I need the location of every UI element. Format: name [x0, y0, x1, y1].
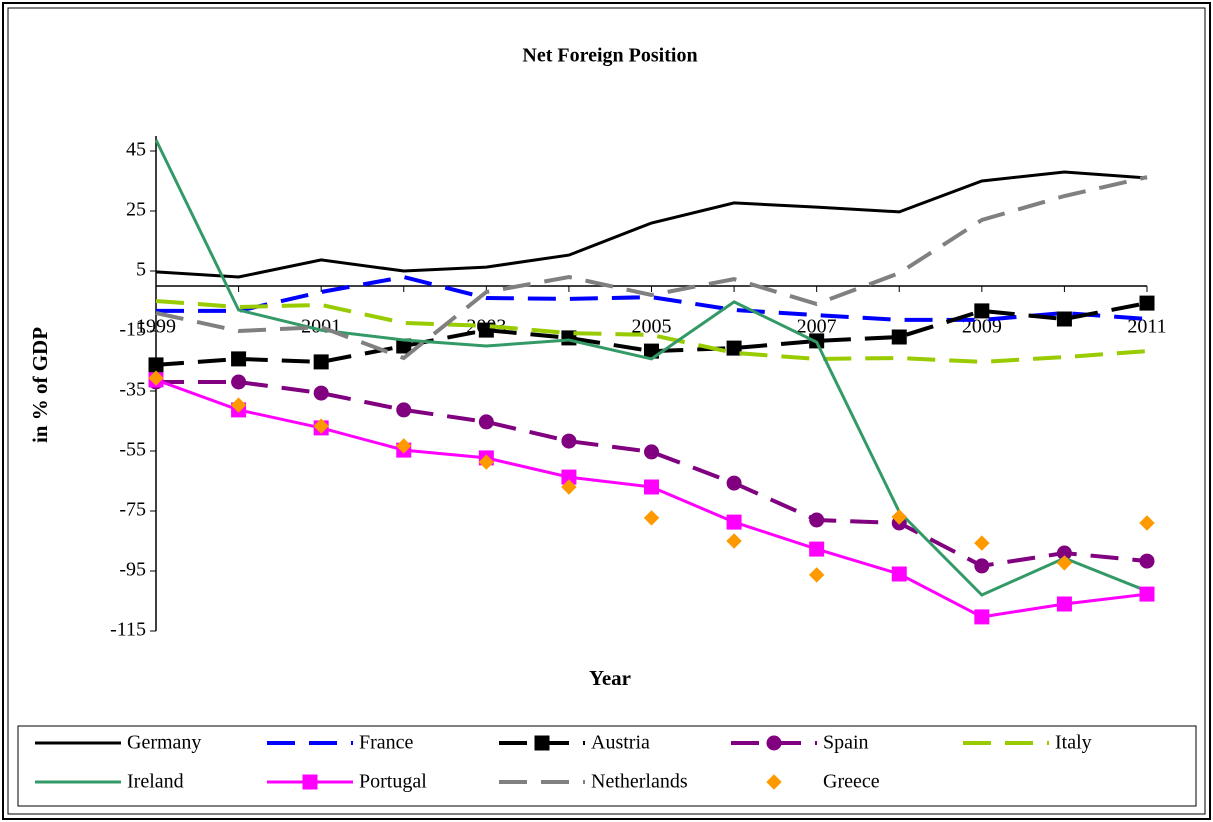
series-marker — [891, 329, 907, 345]
series-marker — [313, 418, 329, 434]
series-marker — [974, 303, 990, 319]
series-marker — [974, 609, 990, 625]
legend-box — [17, 725, 1197, 807]
series-marker — [396, 438, 412, 454]
legend-marker — [534, 735, 550, 751]
series-marker — [313, 354, 329, 370]
legend-label: Spain — [823, 732, 869, 754]
y-tick-label: 5 — [136, 259, 146, 281]
series-marker — [726, 340, 742, 356]
legend-marker — [302, 774, 318, 790]
y-axis-title: in % of GDP — [28, 327, 52, 443]
series-line — [155, 175, 1148, 361]
legend-label: Germany — [127, 732, 201, 754]
x-tick-label: 2005 — [632, 316, 672, 338]
y-tick-label: -75 — [119, 499, 146, 521]
series-marker — [809, 512, 825, 528]
x-axis-title: Year — [589, 666, 631, 690]
x-tick-label: 2007 — [797, 316, 837, 338]
series-marker — [313, 385, 329, 401]
series-marker — [478, 414, 494, 430]
legend-marker — [766, 735, 782, 751]
series-marker — [148, 357, 164, 373]
y-tick-label: 25 — [126, 199, 146, 221]
chart-title: Net Foreign Position — [522, 45, 697, 67]
series-marker — [231, 351, 247, 367]
legend-marker — [766, 774, 782, 790]
series-marker — [1139, 515, 1155, 531]
legend-label: Ireland — [127, 771, 184, 793]
series-marker — [1056, 555, 1073, 571]
series-marker — [726, 514, 742, 530]
series-marker — [230, 397, 247, 413]
series-line — [155, 170, 1148, 279]
y-tick-label: -115 — [110, 619, 146, 641]
y-tick-label: -15 — [119, 319, 146, 341]
series-marker — [1139, 586, 1155, 602]
series-marker — [974, 558, 990, 574]
series-marker — [1139, 295, 1155, 311]
x-tick-label: 1999 — [136, 316, 176, 338]
series-marker — [726, 533, 742, 549]
series-marker — [644, 479, 659, 495]
series-marker — [396, 402, 412, 418]
chart-inner-border — [7, 7, 1206, 815]
series-marker — [561, 433, 577, 449]
series-marker — [148, 370, 164, 386]
legend-label: France — [359, 732, 414, 754]
y-tick-label: 45 — [126, 139, 146, 161]
series-marker — [643, 510, 660, 526]
series-marker — [974, 535, 990, 551]
series-marker — [891, 566, 907, 582]
series-marker — [891, 509, 907, 525]
series-marker — [809, 541, 825, 557]
legend-label: Greece — [823, 771, 880, 793]
series-marker — [478, 454, 495, 470]
legend-label: Netherlands — [591, 771, 688, 793]
series-marker — [644, 444, 659, 460]
y-tick-label: -55 — [119, 439, 146, 461]
y-tick-label: -95 — [119, 559, 146, 581]
legend-label: Italy — [1055, 732, 1092, 754]
y-tick-label: -35 — [119, 379, 146, 401]
series-marker — [726, 475, 742, 491]
legend-label: Portugal — [359, 771, 427, 793]
legend-label: Austria — [591, 732, 650, 754]
series-marker — [1139, 553, 1155, 569]
series-marker — [1056, 596, 1072, 612]
series-marker — [231, 374, 247, 390]
series-marker — [808, 567, 825, 583]
series-marker — [1056, 311, 1072, 327]
x-tick-label: 2011 — [1127, 316, 1166, 338]
series-line — [154, 139, 1148, 597]
series-marker — [561, 479, 577, 495]
